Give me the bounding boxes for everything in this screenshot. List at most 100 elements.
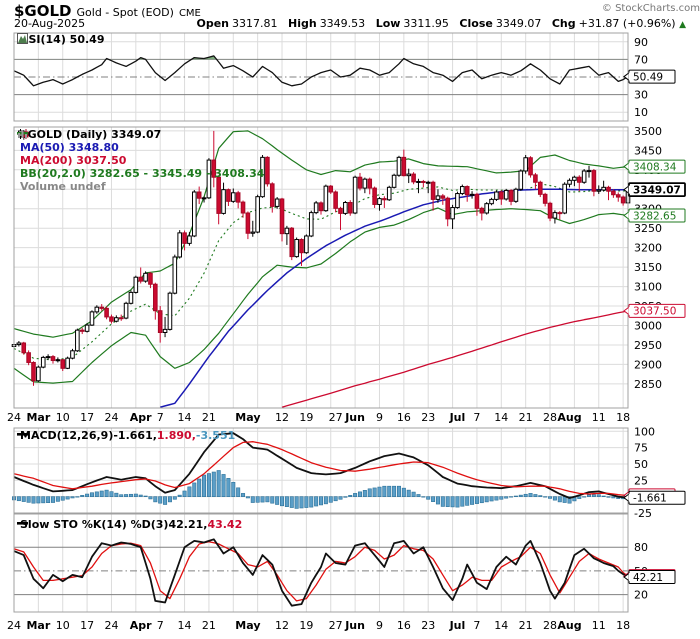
x-axis-tick: Jun: [344, 619, 365, 632]
chg-value: +31.87 (+0.96%): [578, 17, 676, 30]
price-legend-text: MA(50) 3348.80: [20, 141, 119, 154]
x-axis-tick: 24: [104, 619, 118, 632]
rsi-ytick: 90: [634, 36, 648, 49]
price-legend-text: Volume undef: [20, 180, 106, 193]
rsi-ytick: 10: [634, 106, 648, 119]
macd-ytick: 100: [634, 425, 655, 438]
x-axis-tick: 11: [592, 619, 606, 632]
rsi-legend-text: RSI(14) 50.49: [20, 33, 105, 46]
macd-legend: MACD(12,26,9) -1.661, 1.890, -3.551: [17, 429, 235, 442]
rsi-legend: RSI(14) 50.49: [17, 33, 104, 46]
macd-value-box: -1.661: [623, 490, 686, 505]
macd-legend-text: 1.890,: [156, 429, 196, 442]
bb-lower-line: [13, 207, 629, 384]
rsi-ytick: 30: [634, 89, 648, 102]
macd-ytick: 75: [634, 442, 648, 455]
exchange-label: CME: [178, 8, 201, 19]
chart-date: 20-Aug-2025: [14, 17, 86, 30]
ma50-line: [160, 188, 628, 408]
x-axis-tick: 14: [178, 411, 192, 424]
x-axis-tick: 21: [519, 619, 533, 632]
price-ytick: 3100: [634, 281, 662, 294]
macd-legend-row: MACD(12,26,9) -1.661, 1.890, -3.551: [17, 429, 235, 442]
x-axis-tick: 14: [178, 619, 192, 632]
candlesticks: [11, 130, 631, 386]
sto-ytick: 20: [634, 589, 648, 602]
x-axis-tick: Jul: [449, 411, 466, 424]
x-axis-tick: 12: [275, 411, 289, 424]
x-axis-tick: 12: [275, 619, 289, 632]
macd-legend-text: MACD(12,26,9): [20, 429, 114, 442]
price-value-box: 3408.34: [623, 159, 686, 174]
x-axis-tick: 10: [56, 411, 70, 424]
x-axis-tick: 24: [7, 619, 21, 632]
price-panel: 3500345034003350330032503200315031003050…: [11, 125, 686, 409]
sto-legend-text: 42.21,: [168, 518, 208, 531]
x-axis-labels: 24 Mar 10 17 24 Apr 7 14 21 May 12 19 27 Jun 9 16 23 Jul 7…: [7, 619, 630, 632]
rsi-line: [13, 55, 629, 87]
header-quote-row: 20-Aug-2025 Open 3317.81 High 3349.53 Low 3…: [14, 17, 686, 30]
x-axis-tick: 9: [376, 619, 383, 632]
x-axis-tick: 14: [494, 411, 508, 424]
low-label: Low: [375, 17, 401, 30]
x-axis-tick: Jul: [449, 619, 466, 632]
x-axis-tick: 28: [543, 619, 557, 632]
sto-panel: 80502043.4242.21: [13, 513, 676, 613]
pctK-line: [13, 538, 629, 607]
x-axis-tick: May: [235, 619, 260, 632]
x-axis-tick: 21: [202, 619, 216, 632]
svg-text:50.49: 50.49: [633, 71, 663, 83]
macd-ytick: 25: [634, 474, 648, 487]
price-ytick: 3000: [634, 319, 662, 332]
sto-legend-text: Slow STO %K(14) %D(3): [20, 518, 169, 531]
price-legend-row: Volume undef: [17, 130, 264, 193]
symbol-description: Gold - Spot (EOD): [76, 6, 174, 19]
svg-text:3349.07: 3349.07: [633, 184, 681, 196]
macd-line: [13, 432, 629, 499]
price-ytick: 3450: [634, 144, 662, 157]
x-axis-tick: 14: [494, 619, 508, 632]
price-value-box: 3282.65: [623, 208, 686, 223]
symbol: $GOLD: [14, 2, 72, 20]
x-axis-tick: 21: [519, 411, 533, 424]
rsi-legend-row: RSI(14) 50.49: [17, 33, 104, 46]
rsi-value-box: 50.49: [623, 69, 676, 84]
x-axis-tick: May: [235, 411, 260, 424]
macd-histogram: [12, 470, 630, 509]
x-axis-tick: Aug: [557, 411, 581, 424]
macd-ytick: 50: [634, 458, 648, 471]
x-axis-tick: 23: [421, 411, 435, 424]
price-ytick: 2850: [634, 378, 662, 391]
x-axis-tick: 16: [397, 619, 411, 632]
price-legend-text: BB(20,2.0) 3282.65 - 3345.49 - 3408.34: [20, 167, 265, 180]
sto-ytick: 80: [634, 541, 648, 554]
ma200-line: [281, 310, 629, 408]
x-axis-tick: 7: [473, 411, 480, 424]
x-axis-tick: 18: [616, 619, 630, 632]
x-axis-tick: 21: [202, 411, 216, 424]
x-axis-tick: Mar: [26, 619, 50, 632]
x-axis-tick: 28: [543, 411, 557, 424]
svg-text:3408.34: 3408.34: [633, 161, 677, 173]
header-title-row: $GOLD Gold - Spot (EOD) CME: [14, 1, 686, 20]
x-axis-tick: 10: [56, 619, 70, 632]
price-legend-row: BB(20,2.0) 3282.65 - 3345.49 - 3408.34: [17, 132, 265, 180]
open-label: Open: [196, 17, 229, 30]
x-axis-tick: Mar: [26, 411, 50, 424]
price-ytick: 2950: [634, 339, 662, 352]
x-axis-tick: 23: [421, 619, 435, 632]
svg-text:3282.65: 3282.65: [633, 210, 676, 222]
price-legend-row: $GOLD (Daily) 3349.07: [17, 128, 264, 141]
high-value: 3349.53: [319, 17, 366, 30]
sto-value-box: 42.21: [623, 570, 676, 585]
x-axis-tick: 17: [80, 619, 94, 632]
x-axis-tick: 7: [157, 411, 164, 424]
high-label: High: [288, 17, 317, 30]
price-ytick: 3200: [634, 242, 662, 255]
price-legend-row: MA(50) 3348.80: [17, 132, 264, 154]
sto-legend: Slow STO %K(14) %D(3) 42.21, 43.42: [17, 518, 242, 531]
price-ytick: 3150: [634, 261, 662, 274]
x-axis-tick: Apr: [130, 619, 152, 632]
x-axis-tick: 17: [80, 411, 94, 424]
low-value: 3311.95: [403, 17, 449, 30]
